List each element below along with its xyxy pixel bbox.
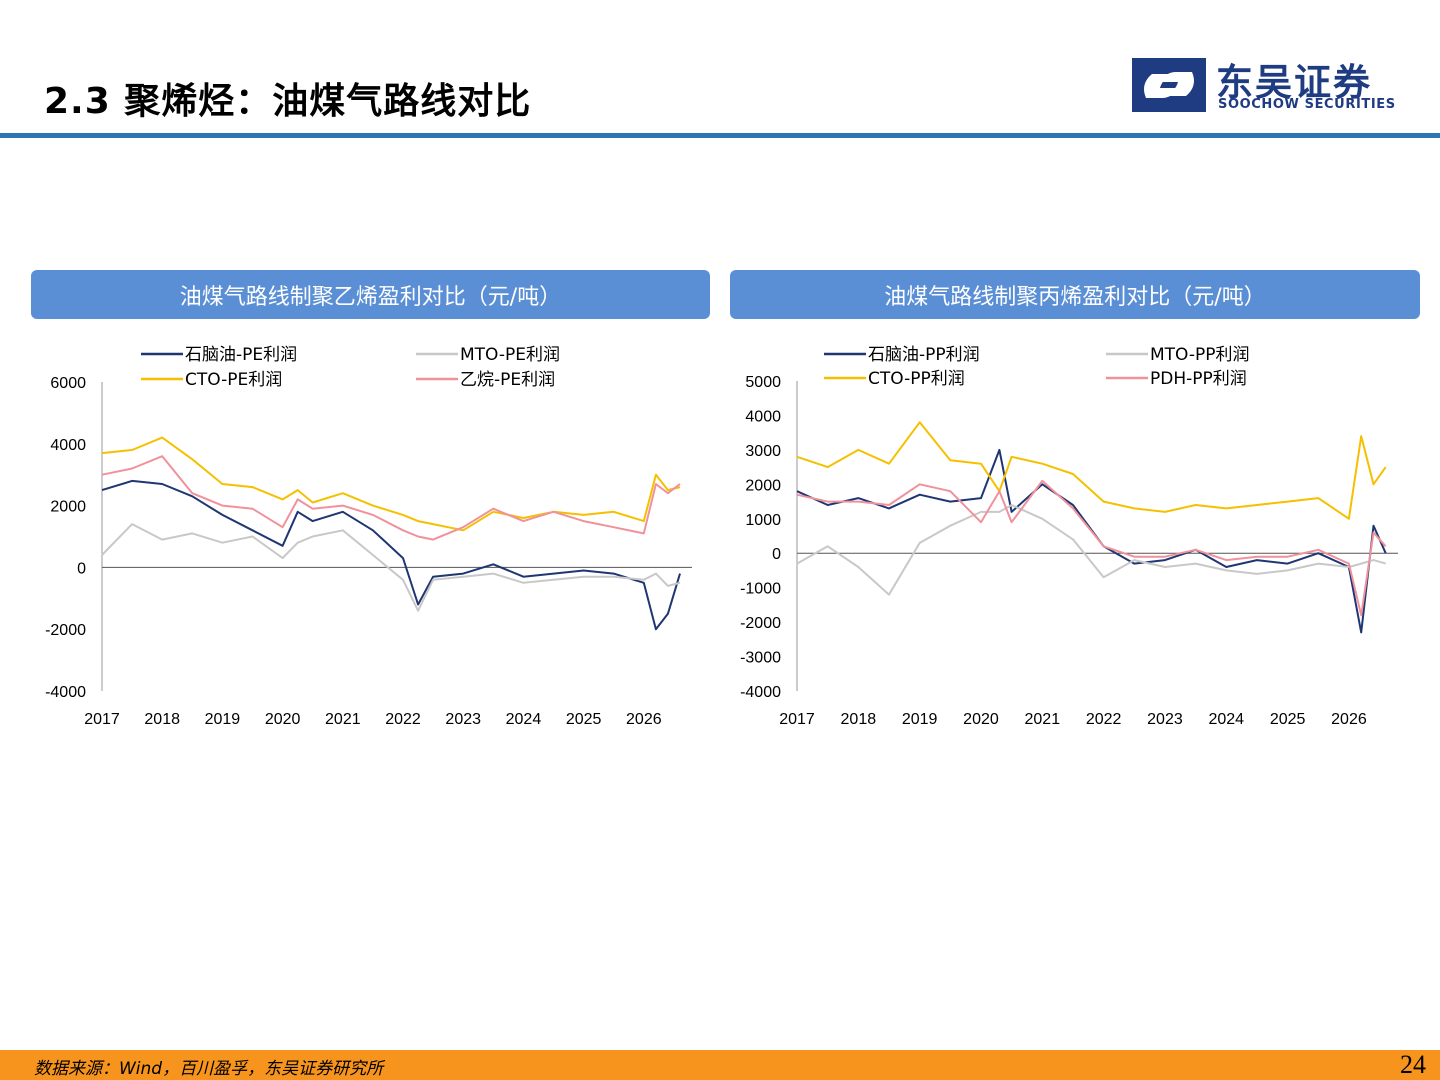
y-tick-label: 6000	[50, 375, 86, 392]
y-tick-label: 4000	[50, 437, 86, 454]
y-tick-label: -1000	[740, 581, 781, 598]
y-tick-label: -2000	[740, 615, 781, 632]
x-tick-label: 2019	[205, 711, 241, 728]
company-logo: 东吴证券 SOOCHOW SECURITIES	[1132, 58, 1412, 114]
y-tick-label: -4000	[45, 684, 86, 701]
x-tick-label: 2023	[1147, 711, 1183, 728]
x-tick-label: 2026	[1331, 711, 1367, 728]
series-line-3	[796, 421, 1387, 520]
x-tick-label: 2020	[963, 711, 999, 728]
x-tick-label: 2025	[566, 711, 602, 728]
x-tick-label: 2018	[841, 711, 877, 728]
y-tick-label: 4000	[745, 408, 781, 425]
pe-profit-chart-svg: 6000 4000 2000 0 -2000 -4000 2017 2018 2019 2020 2…	[45, 345, 692, 728]
legend-label: CTO-PP利润	[868, 369, 965, 389]
footer-bar: 数据来源：Wind，百川盈孚，东吴证券研究所 24	[0, 1050, 1440, 1080]
pp-profit-chart-svg: 5000 4000 3000 2000 1000 0 -1000 -2000 -3000 -400…	[740, 345, 1398, 728]
y-tick-label: 0	[772, 546, 781, 563]
series-line-4	[796, 479, 1387, 617]
series-line-1	[796, 448, 1387, 634]
x-tick-label: 2021	[325, 711, 361, 728]
x-tick-label: 2024	[506, 711, 542, 728]
x-tick-label: 2017	[84, 711, 120, 728]
series-line-2	[796, 504, 1386, 596]
series-line-2	[101, 523, 681, 612]
pp-profit-chart: 5000 4000 3000 2000 1000 0 -1000 -2000 -3000 -400…	[728, 330, 1420, 740]
page-title: 2.3 聚烯烃：油煤气路线对比	[44, 81, 532, 122]
legend-label: PDH-PP利润	[1150, 369, 1247, 389]
series-line-1	[101, 479, 681, 631]
page-number: 24	[1400, 1050, 1426, 1079]
y-tick-label: -4000	[740, 684, 781, 701]
y-tick-label: 0	[77, 560, 86, 577]
y-tick-label: -3000	[740, 650, 781, 667]
pe-profit-chart: 6000 4000 2000 0 -2000 -4000 2017 2018 2019 2020 2…	[30, 330, 710, 740]
x-tick-label: 2023	[445, 711, 481, 728]
series-line-4	[101, 455, 681, 541]
header-divider	[0, 133, 1440, 138]
y-tick-label: -2000	[45, 622, 86, 639]
y-tick-label: 3000	[745, 443, 781, 460]
x-tick-label: 2024	[1208, 711, 1244, 728]
x-tick-label: 2020	[265, 711, 301, 728]
x-tick-label: 2021	[1025, 711, 1061, 728]
legend-label: 乙烷-PE利润	[460, 370, 555, 390]
y-tick-label: 2000	[50, 499, 86, 516]
legend-label: MTO-PE利润	[460, 345, 560, 365]
pp-chart-title: 油煤气路线制聚丙烯盈利对比（元/吨）	[730, 270, 1420, 319]
x-tick-label: 2022	[1086, 711, 1122, 728]
y-tick-label: 1000	[745, 512, 781, 529]
x-tick-label: 2017	[779, 711, 815, 728]
legend-label: 石脑油-PP利润	[868, 345, 980, 365]
pe-chart-title: 油煤气路线制聚乙烯盈利对比（元/吨）	[31, 270, 710, 319]
logo-chinese-text: 东吴证券	[1216, 61, 1372, 104]
legend-label: 石脑油-PE利润	[185, 345, 297, 365]
legend-label: CTO-PE利润	[185, 370, 282, 390]
legend-label: MTO-PP利润	[1150, 345, 1250, 365]
x-tick-label: 2018	[144, 711, 180, 728]
data-source-note: 数据来源：Wind，百川盈孚，东吴证券研究所	[34, 1059, 384, 1079]
x-tick-label: 2026	[626, 711, 662, 728]
x-tick-label: 2022	[385, 711, 421, 728]
y-tick-label: 2000	[745, 477, 781, 494]
x-tick-label: 2019	[902, 711, 938, 728]
y-tick-label: 5000	[745, 374, 781, 391]
logo-english-text: SOOCHOW SECURITIES	[1218, 97, 1396, 112]
x-tick-label: 2025	[1270, 711, 1306, 728]
series-line-3	[101, 436, 681, 532]
logo-mark-icon	[1132, 58, 1206, 112]
